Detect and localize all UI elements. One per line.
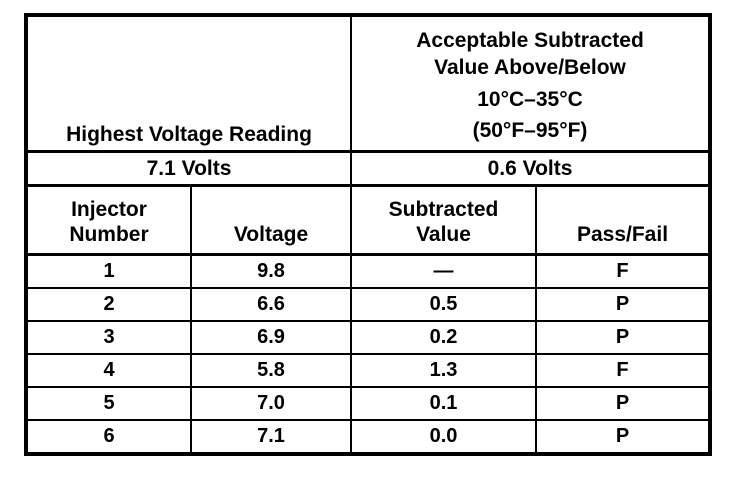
acceptable-subtracted-line-1: Acceptable Subtracted <box>416 29 644 52</box>
pass-fail-value: F <box>534 353 712 388</box>
pass-fail-value: P <box>534 419 712 455</box>
injector-voltage-table: Highest Voltage Reading Acceptable Subtr… <box>24 13 713 456</box>
voltage-value: 5.8 <box>190 353 352 388</box>
voltage-value: 6.9 <box>190 320 352 355</box>
injector-number-value: 2 <box>25 287 192 322</box>
voltage-value: 9.8 <box>190 253 352 289</box>
acceptable-subtracted-value-cell: Acceptable Subtracted Value Above/Below … <box>349 14 712 153</box>
subtracted-value: 0.2 <box>350 320 537 355</box>
subtracted-value: 1.3 <box>350 353 537 388</box>
pass-fail-value: P <box>534 320 712 355</box>
volts-summary-row: 7.1 Volts 0.6 Volts <box>25 150 712 187</box>
temp-range-fahrenheit: (50°F–95°F) <box>472 119 588 142</box>
injector-number-value: 3 <box>25 320 192 355</box>
injector-number-value: 1 <box>25 253 192 289</box>
pass-fail-value: P <box>534 386 712 421</box>
temp-range-celsius: 10°C–35°C <box>477 88 583 111</box>
table-row: 1 9.8 — F <box>25 253 712 289</box>
top-header-row: Highest Voltage Reading Acceptable Subtr… <box>25 14 712 153</box>
highest-voltage-reading-label: Highest Voltage Reading <box>66 123 312 146</box>
column-header-row: Injector Number Voltage Subtracted Value… <box>25 184 712 256</box>
injector-number-value: 5 <box>25 386 192 421</box>
voltage-value: 6.6 <box>190 287 352 322</box>
subtracted-value: 0.1 <box>350 386 537 421</box>
table-row: 2 6.6 0.5 P <box>25 287 712 322</box>
acceptable-subtracted-line-2: Value Above/Below <box>434 56 626 79</box>
acceptable-voltage-value: 0.6 Volts <box>349 150 712 187</box>
table-row: 6 7.1 0.0 P <box>25 419 712 455</box>
injector-number-value: 4 <box>25 353 192 388</box>
voltage-value: 7.0 <box>190 386 352 421</box>
voltage-value: 7.1 <box>190 419 352 455</box>
highest-voltage-value: 7.1 Volts <box>25 150 352 187</box>
header-pass-fail: Pass/Fail <box>534 184 712 256</box>
scanned-table-page: Highest Voltage Reading Acceptable Subtr… <box>24 13 713 456</box>
header-injector-number: Injector Number <box>25 184 192 256</box>
pass-fail-value: P <box>534 287 712 322</box>
subtracted-value: 0.5 <box>350 287 537 322</box>
header-voltage: Voltage <box>190 184 352 256</box>
table-row: 5 7.0 0.1 P <box>25 386 712 421</box>
subtracted-value: — <box>350 253 537 289</box>
pass-fail-value: F <box>534 253 712 289</box>
header-subtracted-value: Subtracted Value <box>350 184 537 256</box>
subtracted-value: 0.0 <box>350 419 537 455</box>
table-row: 4 5.8 1.3 F <box>25 353 712 388</box>
injector-number-value: 6 <box>25 419 192 455</box>
highest-voltage-reading-cell: Highest Voltage Reading <box>25 14 352 153</box>
table-row: 3 6.9 0.2 P <box>25 320 712 355</box>
